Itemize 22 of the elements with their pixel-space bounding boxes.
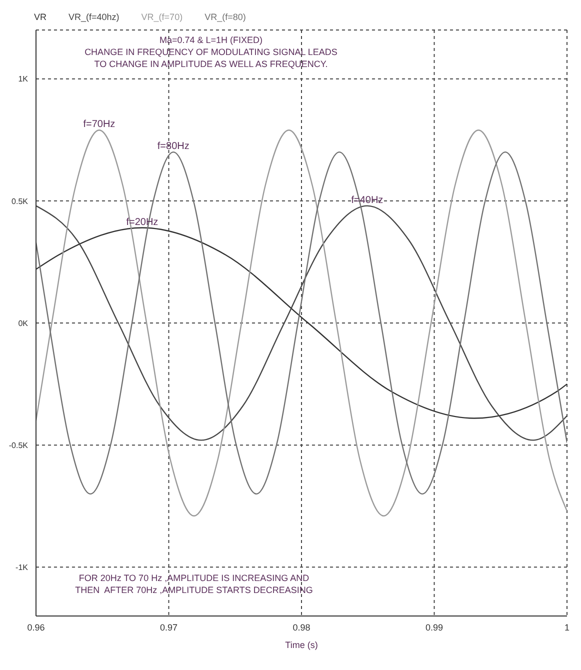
annotation: CHANGE IN FREQUENCY OF MODULATING SIGNAL LEADS: [84, 46, 338, 58]
annotation: FOR 20Hz TO 70 Hz ,AMPLITUDE IS INCREASING AND: [78, 572, 310, 584]
text: VR_(f=40hz): [68, 12, 120, 22]
annotation: TO CHANGE IN AMPLITUDE AS WELL AS FREQUENCY.: [93, 58, 329, 70]
y-tick-label: 1K: [18, 74, 29, 84]
x-axis-title: Time (s): [285, 640, 318, 650]
annotation: Ma=0.74 & L=1H (FIXED): [158, 34, 264, 46]
y-tick-label: 0.5K: [12, 196, 29, 206]
x-tick-label: 0.99: [425, 622, 444, 632]
x-tick-label: 0.98: [292, 622, 310, 632]
text: VR_(f=70): [141, 12, 183, 22]
y-tick-label: 0K: [18, 318, 29, 328]
annotation: THEN AFTER 70Hz ,AMPLITUDE STARTS DECREASING: [74, 584, 314, 596]
annotation: f=80Hz: [157, 141, 190, 152]
text: VR: [34, 12, 47, 22]
x-tick-label: 0.96: [27, 622, 45, 632]
y-tick-label: -0.5K: [8, 440, 29, 450]
x-tick-label: 0.97: [160, 622, 178, 632]
text: VR_(f=80): [204, 12, 246, 22]
x-tick-label: 1: [564, 622, 570, 632]
annotation: f=70Hz: [83, 119, 116, 130]
y-tick-label: -1K: [16, 563, 29, 572]
